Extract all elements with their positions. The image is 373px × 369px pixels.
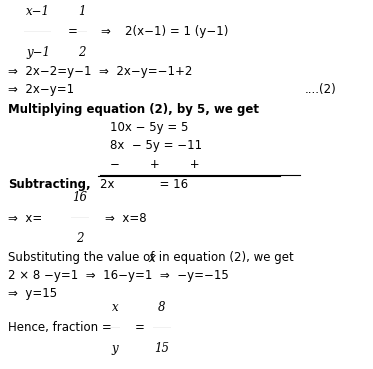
Text: y−1: y−1 <box>26 46 50 59</box>
Text: x: x <box>112 301 118 314</box>
Text: 2: 2 <box>78 46 86 59</box>
Text: 1: 1 <box>78 5 86 18</box>
Text: ⇒  2x−y=1: ⇒ 2x−y=1 <box>8 83 74 97</box>
Text: ⇒  y=15: ⇒ y=15 <box>8 287 57 300</box>
Text: Hence, fraction =: Hence, fraction = <box>8 321 116 335</box>
Text: y: y <box>112 342 118 355</box>
Text: 8: 8 <box>158 301 166 314</box>
Text: ⇒  x=8: ⇒ x=8 <box>105 211 147 224</box>
Text: =: = <box>135 321 145 335</box>
Text: =: = <box>68 25 78 38</box>
Text: 2: 2 <box>76 232 84 245</box>
Text: ⇒: ⇒ <box>100 25 110 38</box>
Text: Substituting the value of: Substituting the value of <box>8 252 158 265</box>
Text: ⇒  2x−2=y−1  ⇒  2x−y=−1+2: ⇒ 2x−2=y−1 ⇒ 2x−y=−1+2 <box>8 66 192 79</box>
Text: 2(x−1) = 1 (y−1): 2(x−1) = 1 (y−1) <box>125 25 228 38</box>
Text: 2x            = 16: 2x = 16 <box>100 179 188 192</box>
Text: 8x  − 5y = −11: 8x − 5y = −11 <box>110 139 202 152</box>
Text: x: x <box>148 252 155 265</box>
Text: in equation (2), we get: in equation (2), we get <box>155 252 294 265</box>
Text: x−1: x−1 <box>26 5 50 18</box>
Text: Multiplying equation (2), by 5, we get: Multiplying equation (2), by 5, we get <box>8 103 259 117</box>
Text: ⇒  x=: ⇒ x= <box>8 211 42 224</box>
Text: 2 × 8 −y=1  ⇒  16−y=1  ⇒  −y=−15: 2 × 8 −y=1 ⇒ 16−y=1 ⇒ −y=−15 <box>8 269 229 283</box>
Text: 10x − 5y = 5: 10x − 5y = 5 <box>110 121 188 134</box>
Text: −        +        +: − + + <box>110 158 200 170</box>
Text: 15: 15 <box>154 342 169 355</box>
Text: ....(2): ....(2) <box>305 83 337 97</box>
Text: Subtracting,: Subtracting, <box>8 179 91 192</box>
Text: 16: 16 <box>72 191 88 204</box>
